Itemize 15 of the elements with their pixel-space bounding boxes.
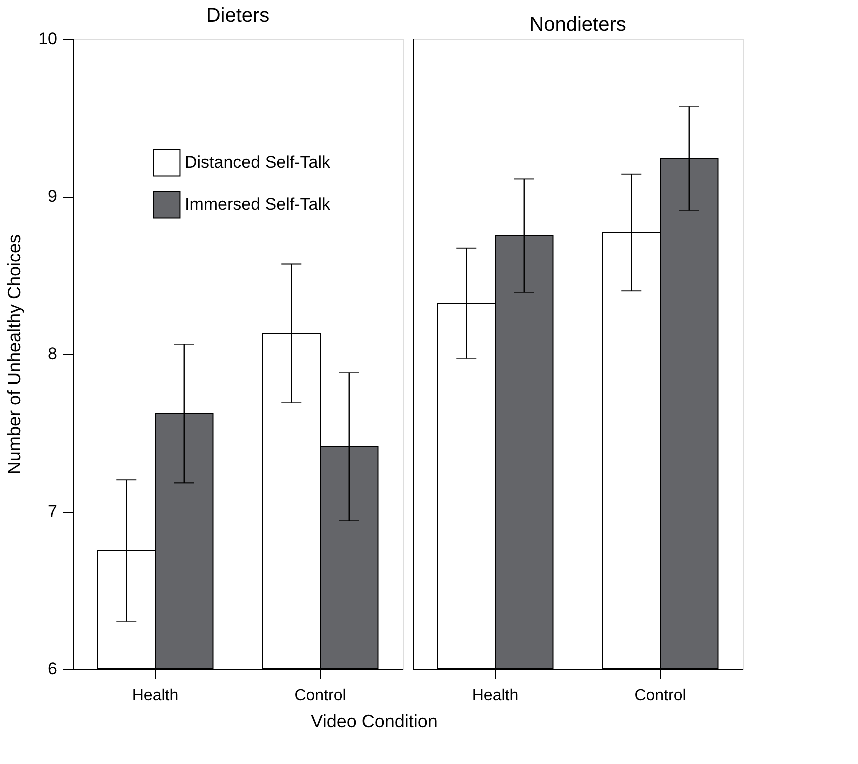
y-tick-label: 9 <box>48 187 58 206</box>
y-tick-label: 8 <box>48 344 58 364</box>
y-tick-label: 6 <box>48 660 58 678</box>
legend-label: Immersed Self-Talk <box>185 195 331 214</box>
chart-title: Nondieters <box>530 14 626 36</box>
y-axis-title: Number of Unhealthy Choices <box>4 234 25 475</box>
x-tick-label: Health <box>472 688 519 704</box>
x-axis-title: Video Condition <box>311 712 438 732</box>
x-tick-label: Control <box>634 688 686 704</box>
y-tick-label: 7 <box>48 502 58 521</box>
x-tick-label: Health <box>132 688 179 704</box>
chart-title: Dieters <box>206 5 270 27</box>
y-tick-label: 10 <box>38 30 58 48</box>
x-tick-label: Control <box>294 688 346 704</box>
legend-label: Distanced Self-Talk <box>185 153 332 172</box>
